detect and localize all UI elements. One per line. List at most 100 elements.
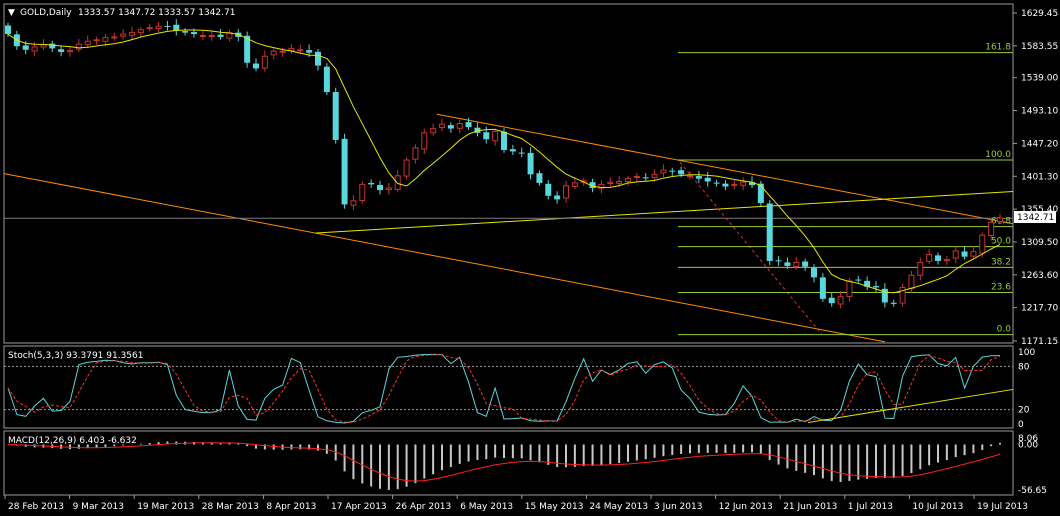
price-tick-label: 1493.10 <box>1021 107 1058 117</box>
candle-bull <box>926 254 933 262</box>
moving-average-line <box>7 29 1001 294</box>
candle-bear <box>545 183 552 196</box>
candle-bear <box>377 184 383 191</box>
candle-bull <box>31 46 38 52</box>
stoch-plot[interactable]: 100 80 20 0 <box>4 348 1035 430</box>
candle-bull <box>970 251 977 257</box>
macd-panel-border <box>3 430 1014 496</box>
candle-bull <box>651 173 658 179</box>
macd-tick-label: 0.00 <box>1018 440 1038 450</box>
date-label: 19 Mar 2013 <box>137 502 194 512</box>
candle-bear <box>173 24 180 31</box>
candle-bear <box>669 170 676 172</box>
main-panel-border <box>3 3 1014 344</box>
candle-bear <box>501 131 507 151</box>
candle-bear <box>864 280 871 287</box>
candle-bear <box>713 182 720 184</box>
candle-bull <box>403 159 410 177</box>
candle-bear <box>775 260 782 262</box>
candle-bear <box>935 255 941 261</box>
candle-bull <box>625 178 631 183</box>
candle-bull <box>456 123 463 129</box>
candle-bear <box>5 25 11 35</box>
candle-bull <box>607 181 614 185</box>
candle-bear <box>315 51 321 66</box>
candle-bear <box>509 149 516 152</box>
candle-bear <box>589 182 596 188</box>
candle-bear <box>58 49 65 52</box>
candle-bear <box>518 152 525 154</box>
candle-bull <box>908 274 915 290</box>
candle-bull <box>412 147 419 160</box>
candle-bear <box>483 132 490 140</box>
candle-bear <box>881 288 888 303</box>
current-price-box <box>1014 211 1056 223</box>
date-label: 24 May 2013 <box>589 502 648 512</box>
macd-tick-label: -56.65 <box>1018 486 1047 496</box>
candle-bull <box>120 33 127 37</box>
price-tick-label: 1629.45 <box>1021 9 1058 19</box>
dropdown-triangle-icon[interactable]: ▼ <box>8 8 15 18</box>
candle-bull <box>439 123 445 128</box>
candle-bear <box>722 183 729 187</box>
macd-label: MACD(12,26,9) 6.403 -6.632 <box>8 436 137 446</box>
candle-bull <box>421 132 428 150</box>
candle-bear <box>828 297 835 304</box>
date-label: 28 Feb 2013 <box>8 502 64 512</box>
candle-bull <box>40 44 47 48</box>
candle-bull <box>731 183 738 186</box>
date-label: 3 Jun 2013 <box>654 502 702 512</box>
channel-upper-line <box>436 113 1014 225</box>
fib-level-label: 23.6 <box>991 282 1011 292</box>
candle-bull <box>84 40 91 46</box>
candle-bull <box>359 183 366 202</box>
price-tick-label: 1217.70 <box>1021 304 1058 314</box>
candle-bull <box>899 286 906 304</box>
macd-plot[interactable]: 8.060.00 -56.65 <box>7 434 1047 496</box>
candle-bear <box>368 182 375 185</box>
candle-bull <box>616 181 623 184</box>
date-label: 1 Jul 2013 <box>848 502 893 512</box>
date-label: 9 Mar 2013 <box>73 502 124 512</box>
price-tick-label: 1447.20 <box>1021 139 1058 149</box>
candle-bear <box>341 138 348 205</box>
candle-bull <box>943 259 950 262</box>
candle-bull <box>394 175 401 190</box>
candle-bull <box>146 27 153 30</box>
candle-bull <box>997 217 1003 222</box>
candle-bull <box>208 35 215 38</box>
candle-bear <box>802 261 809 267</box>
candle-bear <box>642 177 649 179</box>
candle-bull <box>633 175 640 179</box>
candle-bear <box>332 92 339 140</box>
candle-bull <box>67 50 73 53</box>
candle-bear <box>784 262 791 266</box>
candle-bull <box>430 128 437 134</box>
fib-level-label: 161.8 <box>985 43 1011 53</box>
candle-bull <box>598 183 605 189</box>
candle-bear <box>536 173 543 183</box>
candle-bull <box>270 50 277 56</box>
fib-level-label: 50.0 <box>991 237 1011 247</box>
candle-bull <box>979 234 986 254</box>
candle-bear <box>554 195 561 200</box>
candle-bull <box>199 35 206 38</box>
candle-bull <box>93 39 100 42</box>
candle-bull <box>793 261 800 267</box>
date-label: 26 Apr 2013 <box>396 502 452 512</box>
stoch-signal-line <box>7 354 1001 423</box>
symbol-label: GOLD,Daily <box>20 8 72 18</box>
macd-tick-label: 8.06 <box>1018 434 1038 444</box>
candle-bear <box>164 25 171 27</box>
candle-bull <box>571 182 578 187</box>
candle-bear <box>244 35 251 63</box>
candle-bear <box>890 302 897 304</box>
candle-bear <box>757 183 764 203</box>
fib-level-label: 38.2 <box>991 257 1011 267</box>
candle-bear <box>49 43 56 49</box>
candle-bear <box>855 279 862 281</box>
candle-bear <box>323 66 330 93</box>
candle-bear <box>22 45 29 50</box>
